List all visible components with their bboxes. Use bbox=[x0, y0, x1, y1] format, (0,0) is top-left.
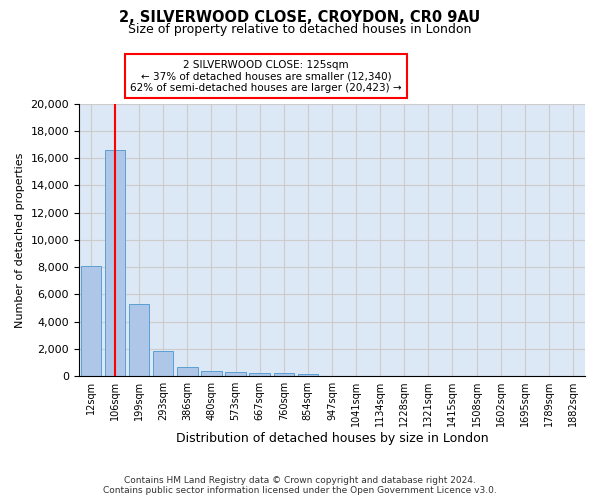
Bar bbox=[81, 266, 101, 376]
Bar bbox=[105, 150, 125, 376]
Bar bbox=[298, 374, 318, 376]
Bar bbox=[153, 351, 173, 376]
Text: Size of property relative to detached houses in London: Size of property relative to detached ho… bbox=[128, 22, 472, 36]
Bar bbox=[250, 373, 270, 376]
Bar bbox=[129, 304, 149, 376]
X-axis label: Distribution of detached houses by size in London: Distribution of detached houses by size … bbox=[176, 432, 488, 445]
Y-axis label: Number of detached properties: Number of detached properties bbox=[15, 152, 25, 328]
Bar bbox=[177, 366, 197, 376]
Text: 2, SILVERWOOD CLOSE, CROYDON, CR0 9AU: 2, SILVERWOOD CLOSE, CROYDON, CR0 9AU bbox=[119, 10, 481, 25]
Bar bbox=[274, 374, 294, 376]
Text: 2 SILVERWOOD CLOSE: 125sqm
← 37% of detached houses are smaller (12,340)
62% of : 2 SILVERWOOD CLOSE: 125sqm ← 37% of deta… bbox=[130, 60, 402, 92]
Text: Contains HM Land Registry data © Crown copyright and database right 2024.
Contai: Contains HM Land Registry data © Crown c… bbox=[103, 476, 497, 495]
Bar bbox=[201, 372, 221, 376]
Bar bbox=[226, 372, 246, 376]
